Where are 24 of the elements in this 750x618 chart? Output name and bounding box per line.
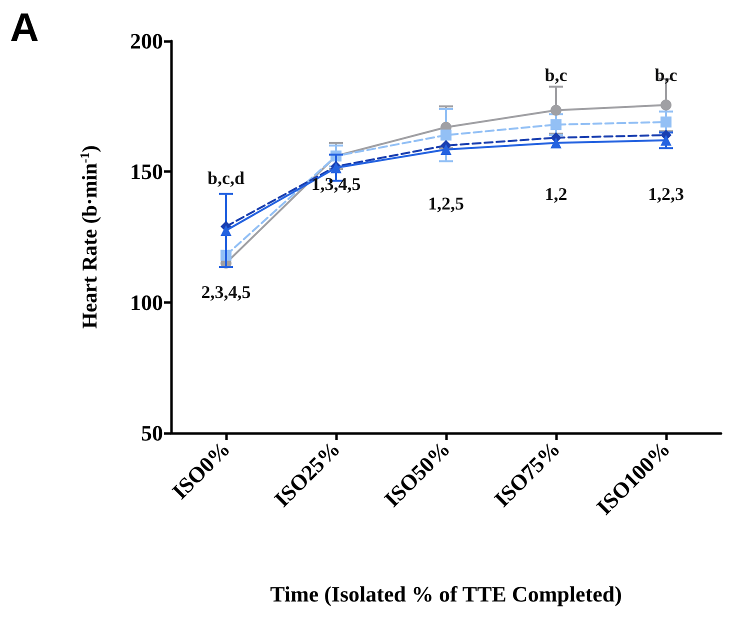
annotation: 1,3,4,5 <box>311 174 361 194</box>
annotation: 1,2 <box>544 184 568 204</box>
y-axis-title: Heart Rate (b·min-1) <box>77 145 102 329</box>
point <box>660 116 672 128</box>
point <box>220 224 232 236</box>
x-axis-title: Time (Isolated % of TTE Completed) <box>270 582 622 606</box>
point <box>440 144 452 155</box>
point <box>660 134 672 146</box>
annotation: 1,2,3 <box>648 184 684 204</box>
y-tick-label: 150 <box>130 159 163 184</box>
annotation: b,c <box>654 65 678 86</box>
annotation: b,c <box>544 65 568 86</box>
y-tick-label: 100 <box>130 290 163 315</box>
point <box>550 104 562 116</box>
annotation: 2,3,4,5 <box>201 282 251 302</box>
annotation: 1,2,5 <box>428 194 464 214</box>
point <box>550 119 562 130</box>
y-tick-label: 200 <box>130 28 163 54</box>
y-tick-label: 50 <box>141 420 163 446</box>
point <box>660 100 672 111</box>
annotation: b,c,d <box>207 168 245 188</box>
point <box>440 130 452 141</box>
point <box>550 137 562 148</box>
text: A <box>10 6 39 50</box>
